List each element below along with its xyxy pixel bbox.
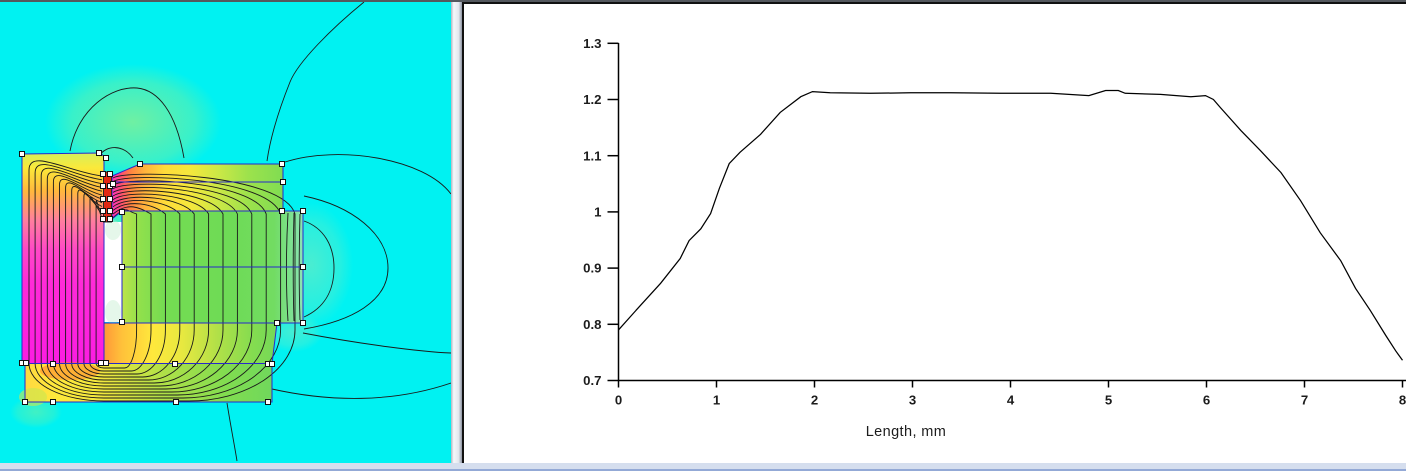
y-tick-label: 1.1: [583, 148, 601, 163]
vertex-handle: [100, 216, 106, 222]
x-tick-label: 8: [1399, 393, 1406, 408]
chart-tick-labels: 1.3 1.2 1.1 1 0.9 0.8 0.7 0 1 2 3 4 5 6 7 8: [583, 36, 1406, 408]
vertex-handle: [107, 196, 113, 202]
y-tick-label: 0.9: [583, 261, 601, 276]
x-axis-label: Length, mm: [866, 424, 947, 440]
y-tick-label: 0.7: [583, 373, 601, 388]
vertex-handle: [50, 361, 56, 367]
x-tick-label: 4: [1007, 393, 1015, 408]
flux-line: [59, 178, 224, 387]
vertex-handle: [23, 360, 29, 366]
window-divider[interactable]: [451, 2, 462, 466]
vertex-handles[interactable]: [19, 150, 306, 405]
window-bottom-strip: [0, 463, 1406, 471]
vertex-handle: [269, 361, 275, 367]
vertex-handle: [100, 171, 106, 177]
x-tick-label: 5: [1105, 393, 1112, 408]
flux-line: [28, 160, 296, 402]
chart-background: [462, 2, 1406, 466]
vertex-handle: [137, 161, 143, 167]
y-tick-label: 1.2: [583, 92, 601, 107]
corner-region: [104, 323, 277, 364]
vertex-handle: [100, 208, 106, 214]
chart-axes: [607, 42, 1406, 388]
vertex-handle: [119, 209, 125, 215]
vertex-handle: [279, 161, 285, 167]
x-tick-label: 2: [811, 393, 818, 408]
field-plot-window[interactable]: [0, 2, 451, 463]
vertex-handle: [107, 208, 113, 214]
vertex-handle: [110, 181, 116, 187]
chart-canvas: 1.3 1.2 1.1 1 0.9 0.8 0.7 0 1 2 3 4 5 6 7 8 Length, mm: [462, 2, 1406, 466]
x-tick-label: 7: [1301, 393, 1308, 408]
flux-lines: [28, 160, 296, 402]
vertex-handle: [19, 151, 25, 157]
vertex-handle: [173, 399, 179, 405]
flux-line: [34, 164, 282, 399]
vertex-handle: [22, 399, 28, 405]
flux-line: [65, 182, 210, 384]
flux-line: [52, 175, 238, 390]
flux-line: [95, 200, 138, 369]
vertex-handle: [172, 361, 178, 367]
vertex-handle: [107, 171, 113, 177]
field-regions: [19, 153, 303, 406]
x-tick-label: 0: [615, 393, 622, 408]
flux-line: [71, 186, 195, 381]
field-plot-canvas: [0, 2, 451, 463]
vertex-handle: [300, 264, 306, 270]
vertex-handle: [107, 216, 113, 222]
chart-window[interactable]: 1.3 1.2 1.1 1 0.9 0.8 0.7 0 1 2 3 4 5 6 7 8 Length, mm: [462, 2, 1406, 466]
exterior-contours: [69, 2, 451, 462]
vertex-handle: [265, 399, 271, 405]
vertex-handle: [280, 179, 286, 185]
window-top-frame: [0, 0, 1406, 2]
air-gap-strip: [104, 222, 122, 322]
vertex-handle: [279, 208, 285, 214]
flux-line: [77, 189, 181, 378]
vertex-handle: [103, 155, 109, 161]
vertex-handle: [300, 320, 306, 326]
vertex-handle: [98, 360, 104, 366]
vertex-handle: [50, 399, 56, 405]
flux-line: [40, 167, 267, 396]
vertex-handle: [300, 208, 306, 214]
vertex-handle: [100, 183, 106, 189]
y-tick-label: 1.3: [583, 36, 601, 51]
x-tick-label: 3: [909, 393, 916, 408]
y-tick-label: 1: [594, 205, 601, 220]
vertex-handle: [100, 196, 106, 202]
x-tick-label: 1: [713, 393, 720, 408]
data-curve: [618, 89, 1404, 361]
x-tick-label: 6: [1203, 393, 1210, 408]
vertex-handle: [119, 264, 125, 270]
vertex-handle: [103, 360, 109, 366]
y-tick-label: 0.8: [583, 317, 601, 332]
vertex-handle: [274, 320, 280, 326]
vertex-handle: [119, 319, 125, 325]
flux-line: [46, 171, 253, 393]
vertex-handle: [96, 150, 102, 156]
